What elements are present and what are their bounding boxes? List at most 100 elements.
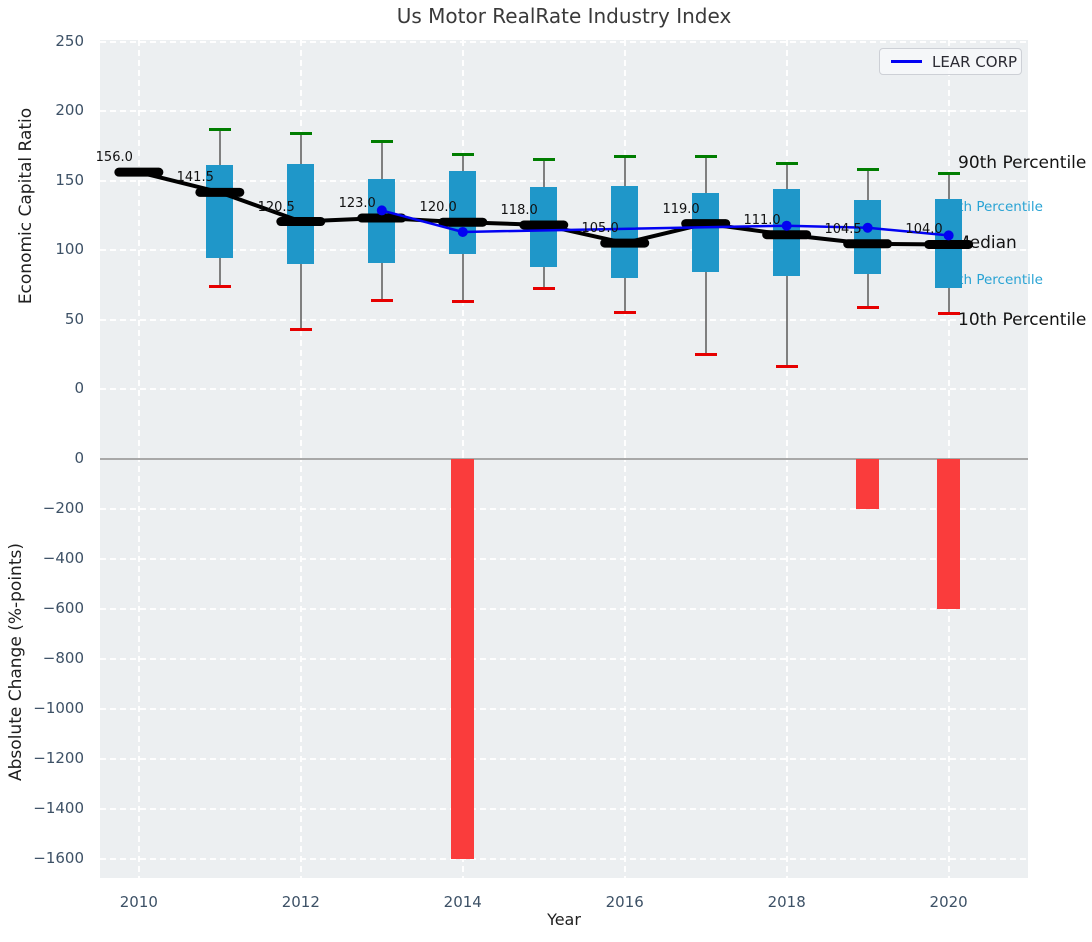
box-2016 <box>611 186 639 278</box>
median-label-2020: 104.0 <box>905 222 943 238</box>
grid-line-h <box>100 40 1028 43</box>
whisker-cap-90-2018 <box>775 162 798 166</box>
ytick-bottom--1000: −1000 <box>33 699 84 717</box>
ytick-bottom--200: −200 <box>42 499 84 517</box>
xtick-2018: 2018 <box>767 893 806 911</box>
bar-2014 <box>451 459 475 859</box>
grid-line-h <box>100 758 1028 760</box>
grid-line-v <box>785 456 788 878</box>
whisker-cap-10-2020 <box>937 312 960 316</box>
zero-line <box>100 458 1028 460</box>
whisker-cap-10-2013 <box>370 298 393 302</box>
annotation-75th-percentile: 75th Percentile <box>941 199 1043 215</box>
legend-line-sample-icon <box>891 60 922 63</box>
grid-line-h <box>100 318 1028 321</box>
xtick-2016: 2016 <box>605 893 644 911</box>
whisker-cap-10-2017 <box>694 352 717 356</box>
ytick-bottom--1600: −1600 <box>33 849 84 867</box>
grid-line-h <box>100 658 1028 660</box>
top-y-axis-label: Economic Capital Ratio <box>16 107 36 305</box>
ytick-top-150: 150 <box>55 170 84 189</box>
median-value-labels-layer: 156.0 141.5 120.5 123.0 120.0 118.0 105.0 119.0… <box>96 40 1028 456</box>
whisker-cap-90-2020 <box>937 172 960 176</box>
ytick-top-50: 50 <box>64 309 84 328</box>
median-label-2018: 111.0 <box>743 212 781 228</box>
whisker-cap-10-2015 <box>532 287 555 291</box>
whisker-cap-90-2015 <box>532 158 555 162</box>
grid-line-v <box>947 456 950 878</box>
bottom-bars-layer <box>100 456 1028 878</box>
whisker-cap-90-2019 <box>856 167 879 171</box>
grid-line-h <box>100 558 1028 560</box>
x-axis-label: Year <box>547 910 581 929</box>
ytick-bottom--600: −600 <box>42 599 84 617</box>
whisker-cap-10-2016 <box>613 311 636 315</box>
whisker-cap-10-2012 <box>289 327 312 331</box>
ytick-top-0: 0 <box>74 379 84 397</box>
whisker-cap-10-2011 <box>208 284 231 288</box>
median-label-2010: 156.0 <box>95 150 133 166</box>
grid-line-h <box>100 179 1028 182</box>
whisker-cap-90-2013 <box>370 140 393 144</box>
whisker-cap-90-2014 <box>451 152 474 156</box>
ytick-bottom--800: −800 <box>42 649 84 667</box>
xtick-2020: 2020 <box>929 893 968 911</box>
xtick-2014: 2014 <box>443 893 482 911</box>
median-label-2016: 105.0 <box>581 221 619 237</box>
lear-point-2019 <box>862 222 873 233</box>
box-2012 <box>287 163 315 264</box>
grid-line-v <box>299 456 302 878</box>
box-2014 <box>449 170 477 255</box>
median-label-2019: 104.5 <box>824 221 862 237</box>
grid-line-h <box>100 858 1028 860</box>
bar-2020 <box>937 459 961 609</box>
grid-line-h <box>100 508 1028 510</box>
ytick-top-200: 200 <box>55 101 84 120</box>
grid-line-h <box>100 388 1028 390</box>
median-label-2013: 123.0 <box>338 196 376 212</box>
ytick-bottom--1400: −1400 <box>33 799 84 817</box>
chart-title: Us Motor RealRate Industry Index <box>396 4 732 28</box>
grid-line-h <box>100 708 1028 710</box>
grid-line-h <box>100 808 1028 810</box>
grid-line-v <box>137 456 140 878</box>
lear-point-2018 <box>781 220 792 231</box>
median-label-2014: 120.0 <box>419 200 457 216</box>
annotation-90th-percentile: 90th Percentile <box>958 153 1087 173</box>
ytick-bottom--400: −400 <box>42 549 84 567</box>
median-label-2017: 119.0 <box>662 201 700 217</box>
whisker-cap-90-2011 <box>208 127 231 131</box>
ytick-top-250: 250 <box>55 31 84 50</box>
median-and-lear-lines <box>114 167 974 249</box>
grid-line-v <box>623 456 626 878</box>
legend-series-label: LEAR CORP <box>932 52 1018 71</box>
lear-point-2014 <box>457 226 468 237</box>
whisker-cap-10-2014 <box>451 299 474 303</box>
whisker-cap-90-2017 <box>694 155 717 159</box>
whisker-cap-90-2016 <box>613 155 636 159</box>
median-label-2012: 120.5 <box>257 199 295 215</box>
grid-line-h <box>100 608 1028 610</box>
legend: LEAR CORP <box>879 48 1022 75</box>
top-plot-panel: 90th Percentile 75th Percentile Median 2… <box>96 40 1086 456</box>
grid-line-h <box>100 249 1028 251</box>
grid-line-h <box>100 110 1028 113</box>
xtick-2010: 2010 <box>119 893 158 911</box>
annotation-10th-percentile: 10th Percentile <box>958 310 1087 330</box>
annotation-25th-percentile: 25th Percentile <box>941 272 1043 288</box>
box-2011 <box>206 165 234 259</box>
lear-point-2013 <box>376 205 387 216</box>
whisker-cap-10-2019 <box>856 305 879 309</box>
bar-2019 <box>856 459 880 509</box>
xtick-2012: 2012 <box>281 893 320 911</box>
ytick-bottom--1200: −1200 <box>33 749 84 767</box>
grid-line-v <box>137 40 140 456</box>
ytick-top-100: 100 <box>55 240 84 258</box>
whisker-cap-90-2012 <box>289 131 312 135</box>
box-2019 <box>854 199 882 274</box>
whisker-cap-10-2018 <box>775 365 798 369</box>
median-label-2015: 118.0 <box>500 202 538 218</box>
lear-point-2020 <box>943 230 954 241</box>
bottom-plot-panel <box>100 456 1028 878</box>
